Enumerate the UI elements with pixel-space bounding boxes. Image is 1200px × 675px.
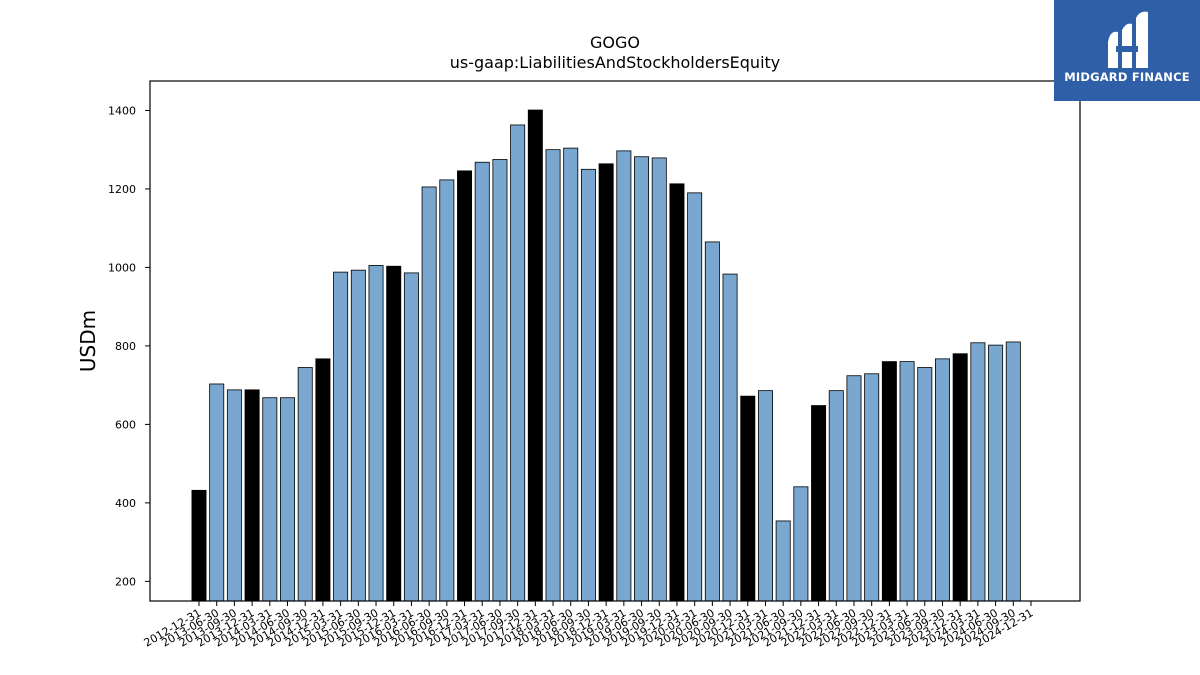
bar-2023-12-31 bbox=[952, 353, 968, 602]
chart-subtitle: us-gaap:LiabilitiesAndStockholdersEquity bbox=[450, 53, 781, 72]
bar-2017-03-31 bbox=[474, 161, 490, 602]
bar-2018-03-31 bbox=[545, 149, 561, 602]
bar-2013-06-30 bbox=[209, 383, 225, 602]
bar-2015-09-30 bbox=[368, 265, 384, 602]
bar-2020-09-30 bbox=[722, 273, 738, 602]
bar-2024-06-30 bbox=[988, 344, 1004, 602]
bar-2018-06-30 bbox=[563, 147, 579, 602]
bar-2021-03-31 bbox=[757, 390, 773, 602]
y-tick-label: 1200 bbox=[108, 183, 136, 196]
bar-2023-09-30 bbox=[935, 358, 950, 602]
bar-2015-03-31 bbox=[333, 271, 349, 602]
bar-2022-03-31 bbox=[828, 390, 844, 602]
x-axis-ticks: 2012-12-312013-06-302013-09-302013-12-31… bbox=[142, 601, 1036, 650]
bar-2022-09-30 bbox=[864, 373, 880, 602]
bar-2017-12-31 bbox=[527, 109, 543, 602]
bar-2017-09-30 bbox=[510, 124, 526, 602]
bar-2024-03-31 bbox=[970, 342, 986, 602]
y-tick-label: 200 bbox=[115, 575, 136, 588]
midgard-finance-logo: MIDGARD FINANCE bbox=[1054, 0, 1200, 101]
y-axis-label: USDm bbox=[76, 310, 100, 372]
bar-2016-06-30 bbox=[421, 186, 437, 602]
bar-2020-03-31 bbox=[687, 192, 703, 602]
bar-2022-12-31 bbox=[881, 361, 897, 602]
bar-2017-06-30 bbox=[492, 159, 508, 602]
bar-2018-09-30 bbox=[580, 168, 596, 602]
bar-2013-09-30 bbox=[226, 389, 242, 602]
bar-2016-09-30 bbox=[439, 179, 455, 602]
plot-frame bbox=[149, 80, 1081, 602]
bar-2024-09-30 bbox=[1005, 341, 1021, 602]
bar-2021-09-30 bbox=[793, 486, 809, 602]
bar-2013-12-31 bbox=[244, 389, 260, 602]
bar-2018-12-31 bbox=[598, 163, 614, 602]
y-tick-label: 1000 bbox=[108, 261, 136, 274]
bar-2015-12-31 bbox=[386, 265, 402, 602]
bar-2020-06-30 bbox=[704, 241, 720, 602]
bar-2014-06-30 bbox=[280, 397, 295, 602]
logo-mark-icon bbox=[1108, 11, 1148, 68]
bar-2019-06-30 bbox=[634, 156, 650, 602]
bar-2019-03-31 bbox=[616, 150, 632, 602]
y-tick-label: 400 bbox=[115, 497, 136, 510]
bar-2016-03-31 bbox=[403, 272, 419, 602]
bar-2023-03-31 bbox=[899, 361, 915, 602]
bar-2021-12-31 bbox=[811, 405, 827, 602]
bar-2016-12-31 bbox=[457, 170, 473, 602]
bar-2014-09-30 bbox=[297, 367, 313, 602]
bar-2015-06-30 bbox=[350, 269, 366, 602]
y-axis-ticks: 200 400 600 800 1000 1200 1400 bbox=[108, 104, 150, 588]
bar-2012-12-31 bbox=[191, 489, 207, 602]
chart-title: GOGO bbox=[590, 33, 640, 52]
bar-2023-06-30 bbox=[917, 367, 933, 602]
bar-2014-12-31 bbox=[315, 358, 331, 602]
bar-2014-03-31 bbox=[262, 397, 278, 602]
logo-text: MIDGARD FINANCE bbox=[1064, 70, 1190, 84]
bar-2020-12-31 bbox=[740, 395, 756, 602]
bar-2019-09-30 bbox=[651, 157, 667, 602]
bars-group bbox=[191, 109, 1021, 602]
bar-2019-12-31 bbox=[669, 183, 685, 602]
y-tick-label: 800 bbox=[115, 340, 136, 353]
bar-2021-06-30 bbox=[775, 520, 791, 602]
y-tick-label: 1400 bbox=[108, 104, 136, 117]
bar-2022-06-30 bbox=[846, 375, 862, 602]
y-tick-label: 600 bbox=[115, 418, 136, 431]
